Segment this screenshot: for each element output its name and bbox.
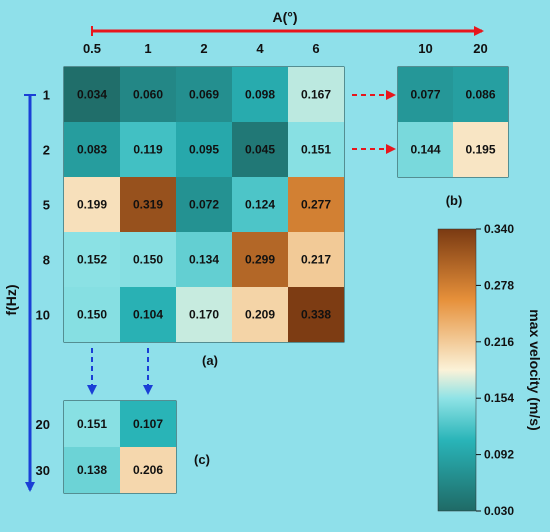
cell-value-label: 0.045 — [245, 143, 275, 157]
heatmap-cell — [120, 177, 176, 232]
heatmap-cell — [232, 232, 288, 287]
panel-label: (b) — [446, 193, 463, 208]
colorbar-tick-label: 0.278 — [484, 278, 514, 292]
heatmap-cell — [398, 122, 453, 177]
x-axis-title: A(°) — [272, 9, 297, 25]
cell-value-label: 0.299 — [245, 253, 275, 267]
cell-value-label: 0.209 — [245, 308, 275, 322]
heatmap-cell — [120, 287, 176, 342]
heatmap-cell — [120, 232, 176, 287]
heatmap-cell — [398, 67, 453, 122]
cell-value-label: 0.060 — [133, 88, 163, 102]
cell-value-label: 0.134 — [189, 253, 219, 267]
cell-value-label: 0.077 — [410, 88, 440, 102]
y-axis-title: f(Hz) — [3, 284, 19, 315]
colorbar-title: max velocity (m/s) — [527, 309, 543, 430]
colorbar — [437, 228, 477, 512]
cell-value-label: 0.069 — [189, 88, 219, 102]
x-tick-label: 10 — [418, 41, 432, 56]
panel-label: (c) — [194, 452, 210, 467]
cell-value-label: 0.144 — [410, 143, 440, 157]
heatmap-cell — [176, 122, 232, 177]
heatmap-cell — [176, 67, 232, 122]
heatmap-cell — [64, 177, 120, 232]
heatmap-cell — [232, 67, 288, 122]
cell-value-label: 0.098 — [245, 88, 275, 102]
colorbar-tick-label: 0.154 — [484, 391, 514, 405]
colorbar-ticks: 0.340 0.278 0.216 0.154 0.092 0.030 — [476, 222, 514, 518]
cell-value-label: 0.124 — [245, 198, 275, 212]
x-tick-label: 6 — [312, 41, 319, 56]
heatmap-cell — [288, 287, 344, 342]
cell-value-label: 0.338 — [301, 308, 331, 322]
cell-value-label: 0.199 — [77, 198, 107, 212]
heatmap-cell — [64, 232, 120, 287]
cell-value-label: 0.319 — [133, 198, 163, 212]
panel-label: (a) — [202, 353, 218, 368]
heatmap-cell — [120, 67, 176, 122]
y-tick-label: 8 — [43, 253, 50, 268]
heatmap-cell — [176, 232, 232, 287]
cell-value-label: 0.217 — [301, 253, 331, 267]
x-tick-label: 2 — [200, 41, 207, 56]
heatmap-cell — [232, 287, 288, 342]
heatmap-cell — [288, 67, 344, 122]
x-tick-label: 4 — [256, 41, 264, 56]
cell-value-label: 0.072 — [189, 198, 219, 212]
y-tick-label: 20 — [36, 417, 50, 432]
colorbar-tick-label: 0.030 — [484, 504, 514, 518]
cell-value-label: 0.206 — [133, 463, 163, 477]
heatmap-cell — [232, 177, 288, 232]
y-tick-label: 30 — [36, 463, 50, 478]
heatmap-cell — [176, 177, 232, 232]
cell-value-label: 0.277 — [301, 198, 331, 212]
heatmap-cell — [64, 122, 120, 177]
heatmap-cell — [176, 287, 232, 342]
panel-b: 0.077 0.086 0.144 0.195 10 20 (b) — [397, 41, 509, 208]
cell-value-label: 0.119 — [133, 143, 163, 157]
y-tick-label: 1 — [43, 88, 50, 103]
x-tick-label: 20 — [473, 41, 487, 56]
heatmap-cell — [120, 122, 176, 177]
cell-value-label: 0.086 — [465, 88, 495, 102]
heatmap-cell — [288, 122, 344, 177]
heatmap-cell — [120, 401, 176, 447]
y-tick-label: 2 — [43, 143, 50, 158]
cell-value-label: 0.107 — [133, 417, 163, 431]
cell-value-label: 0.034 — [77, 88, 107, 102]
colorbar-tick-label: 0.092 — [484, 448, 514, 462]
panel-a: 0.034 0.060 0.069 0.098 0.167 0.083 0.119 0.095… — [36, 41, 345, 368]
cell-value-label: 0.195 — [465, 143, 495, 157]
x-tick-label: 1 — [144, 41, 151, 56]
heatmap-cell — [64, 447, 120, 493]
heatmap-cell — [64, 287, 120, 342]
heatmap-cell — [453, 67, 508, 122]
cell-value-label: 0.138 — [77, 463, 107, 477]
y-tick-label: 5 — [43, 198, 50, 213]
cell-value-label: 0.151 — [77, 417, 107, 431]
cell-value-label: 0.095 — [189, 143, 219, 157]
panel-c: 0.151 0.107 0.138 0.206 20 30 (c) — [36, 400, 210, 494]
y-tick-label: 10 — [36, 308, 50, 323]
cell-value-label: 0.150 — [77, 308, 107, 322]
colorbar-tick-label: 0.216 — [484, 335, 514, 349]
heatmap-cell — [288, 232, 344, 287]
heatmap-cell — [64, 67, 120, 122]
cell-value-label: 0.170 — [189, 308, 219, 322]
cell-value-label: 0.083 — [77, 143, 107, 157]
heatmap-cell — [120, 447, 176, 493]
heatmap-cell — [453, 122, 508, 177]
heatmap-cell — [64, 401, 120, 447]
cell-value-label: 0.152 — [77, 253, 107, 267]
cell-value-label: 0.167 — [301, 88, 331, 102]
x-tick-label: 0.5 — [83, 41, 101, 56]
cell-value-label: 0.150 — [133, 253, 163, 267]
cell-value-label: 0.151 — [301, 143, 331, 157]
heatmap-cell — [288, 177, 344, 232]
heatmap-cell — [232, 122, 288, 177]
cell-value-label: 0.104 — [133, 308, 163, 322]
colorbar-tick-label: 0.340 — [484, 222, 514, 236]
